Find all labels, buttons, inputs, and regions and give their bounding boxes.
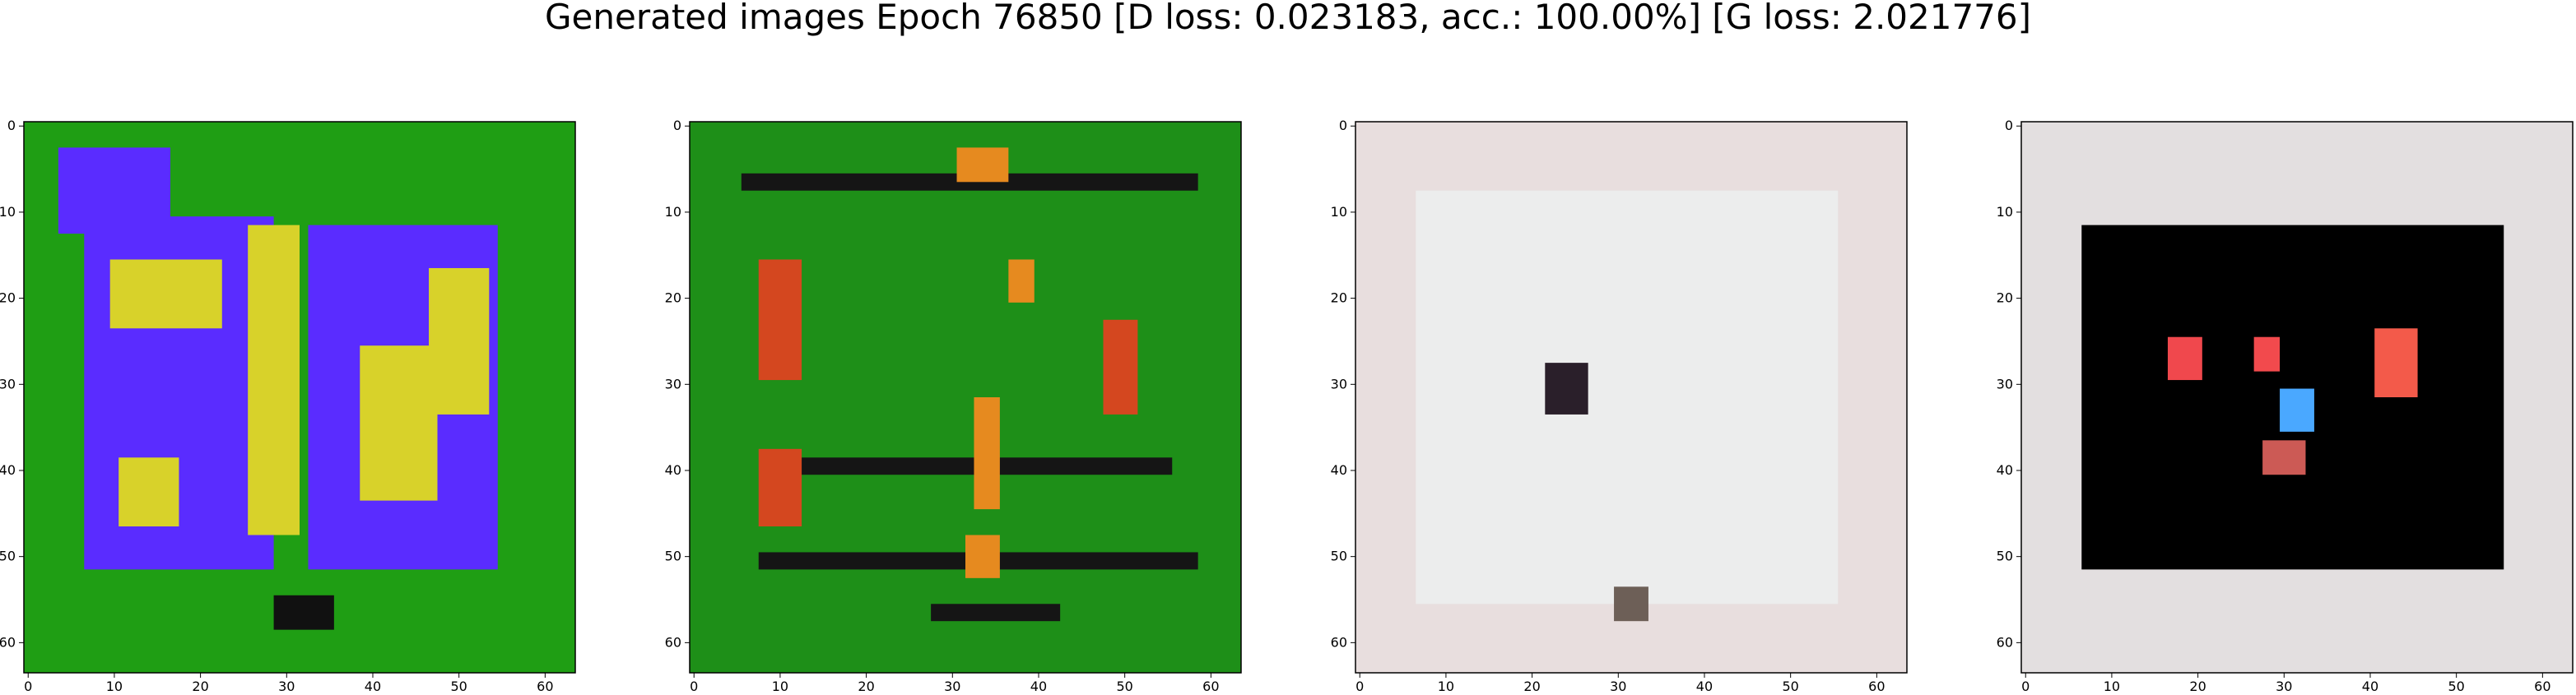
y-tick-label: 30	[665, 376, 681, 392]
heatmap-region-4	[2374, 328, 2418, 397]
axes-frame	[23, 121, 576, 674]
x-tick-label: 40	[2362, 679, 2378, 694]
y-tick-label: 0	[7, 118, 16, 133]
y-tick-label: 60	[665, 634, 681, 650]
x-tick-label: 20	[1523, 679, 1540, 694]
heatmap-region-6	[758, 448, 802, 527]
axes-frame	[1355, 121, 1908, 674]
x-tick-label: 10	[1438, 679, 1454, 694]
x-tick-label: 20	[192, 679, 208, 694]
x-tick-label: 20	[858, 679, 874, 694]
heatmap-region-7	[1103, 319, 1138, 415]
x-tick-label: 0	[690, 679, 698, 694]
x-tick-label: 10	[106, 679, 123, 694]
y-tick-label: 20	[1331, 290, 1347, 306]
y-tick-label: 50	[1997, 549, 2013, 564]
y-tick-label: 0	[2005, 118, 2013, 133]
y-tick-label: 30	[1997, 376, 2013, 392]
heatmap-region-1	[1416, 190, 1839, 605]
heatmap-region-10	[956, 147, 1009, 183]
heatmap-region-9	[273, 595, 334, 630]
subplot-4: 0 10 20 30 40 50 60 0 10 20 30 40 50 60	[1997, 118, 2574, 694]
y-tick-label: 20	[1997, 290, 2013, 306]
x-tick-label: 30	[1610, 679, 1626, 694]
y-tick-label: 30	[1331, 376, 1347, 392]
x-tick-label: 50	[1782, 679, 1798, 694]
y-tick-label: 60	[0, 634, 16, 650]
y-tick-label: 60	[1331, 634, 1347, 650]
heatmap-background	[690, 122, 1241, 673]
x-tick-label: 0	[1355, 679, 1364, 694]
heatmap-region-7	[429, 267, 490, 415]
x-tick-label: 40	[1030, 679, 1047, 694]
heatmap-region-4	[109, 259, 222, 329]
x-tick-label: 10	[2104, 679, 2120, 694]
y-tick-label: 10	[665, 204, 681, 220]
y-tick-label: 10	[1997, 204, 2013, 220]
heatmap-region-3	[58, 147, 170, 234]
axes-frame	[2020, 121, 2574, 674]
heatmap-region-2	[2167, 336, 2202, 381]
x-tick-label: 30	[2276, 679, 2292, 694]
axes-frame	[689, 121, 1242, 674]
subplot-1: 0 10 20 30 40 50 60 0 10 20 30 40 50 60	[0, 118, 576, 694]
heatmap-region-5	[758, 259, 802, 381]
y-tick-label: 50	[665, 549, 681, 564]
x-tick-label: 50	[450, 679, 467, 694]
x-tick-label: 20	[2189, 679, 2206, 694]
heatmap-region-9	[965, 535, 1000, 578]
figure-title: Generated images Epoch 76850 [D loss: 0.…	[544, 0, 2032, 37]
x-tick-label: 30	[944, 679, 960, 694]
x-tick-label: 40	[365, 679, 381, 694]
y-tick-label: 30	[0, 376, 16, 392]
y-tick-label: 10	[0, 204, 16, 220]
x-tick-label: 0	[24, 679, 32, 694]
heatmap-region-2	[1545, 363, 1588, 415]
subplot-3: 0 10 20 30 40 50 60 0 10 20 30 40 50 60	[1331, 118, 1908, 694]
heatmap-region-6	[2262, 440, 2306, 475]
y-tick-label: 0	[1339, 118, 1347, 133]
y-tick-label: 40	[665, 462, 681, 478]
heatmap-region-5	[2280, 388, 2314, 432]
heatmap-region-3	[1614, 586, 1648, 622]
y-tick-label: 20	[665, 290, 681, 306]
x-tick-label: 60	[1202, 679, 1219, 694]
subplot-2: 0 10 20 30 40 50 60 0 10 20 30 40 50 60	[665, 118, 1242, 694]
heatmap-region-8	[248, 225, 300, 535]
y-tick-label: 10	[1331, 204, 1347, 220]
x-tick-label: 50	[2448, 679, 2464, 694]
x-tick-label: 60	[537, 679, 553, 694]
y-tick-label: 40	[0, 462, 16, 478]
heatmap-region-3	[2253, 336, 2281, 372]
x-tick-label: 60	[1868, 679, 1885, 694]
heatmap-region-4	[931, 604, 1061, 622]
heatmap-region-5	[119, 457, 179, 527]
x-tick-label: 30	[278, 679, 295, 694]
y-tick-label: 50	[0, 549, 16, 564]
y-tick-label: 40	[1331, 462, 1347, 478]
x-tick-label: 60	[2534, 679, 2550, 694]
heatmap-region-8	[974, 397, 1000, 510]
y-tick-label: 50	[1331, 549, 1347, 564]
x-tick-label: 40	[1696, 679, 1713, 694]
y-tick-label: 40	[1997, 462, 2013, 478]
y-tick-label: 20	[0, 290, 16, 306]
heatmap-region-6	[360, 345, 438, 501]
y-tick-label: 60	[1997, 634, 2013, 650]
x-tick-label: 50	[1116, 679, 1132, 694]
y-tick-label: 0	[673, 118, 681, 133]
heatmap-region-11	[1008, 259, 1035, 303]
x-tick-label: 0	[2021, 679, 2030, 694]
x-tick-label: 10	[772, 679, 788, 694]
